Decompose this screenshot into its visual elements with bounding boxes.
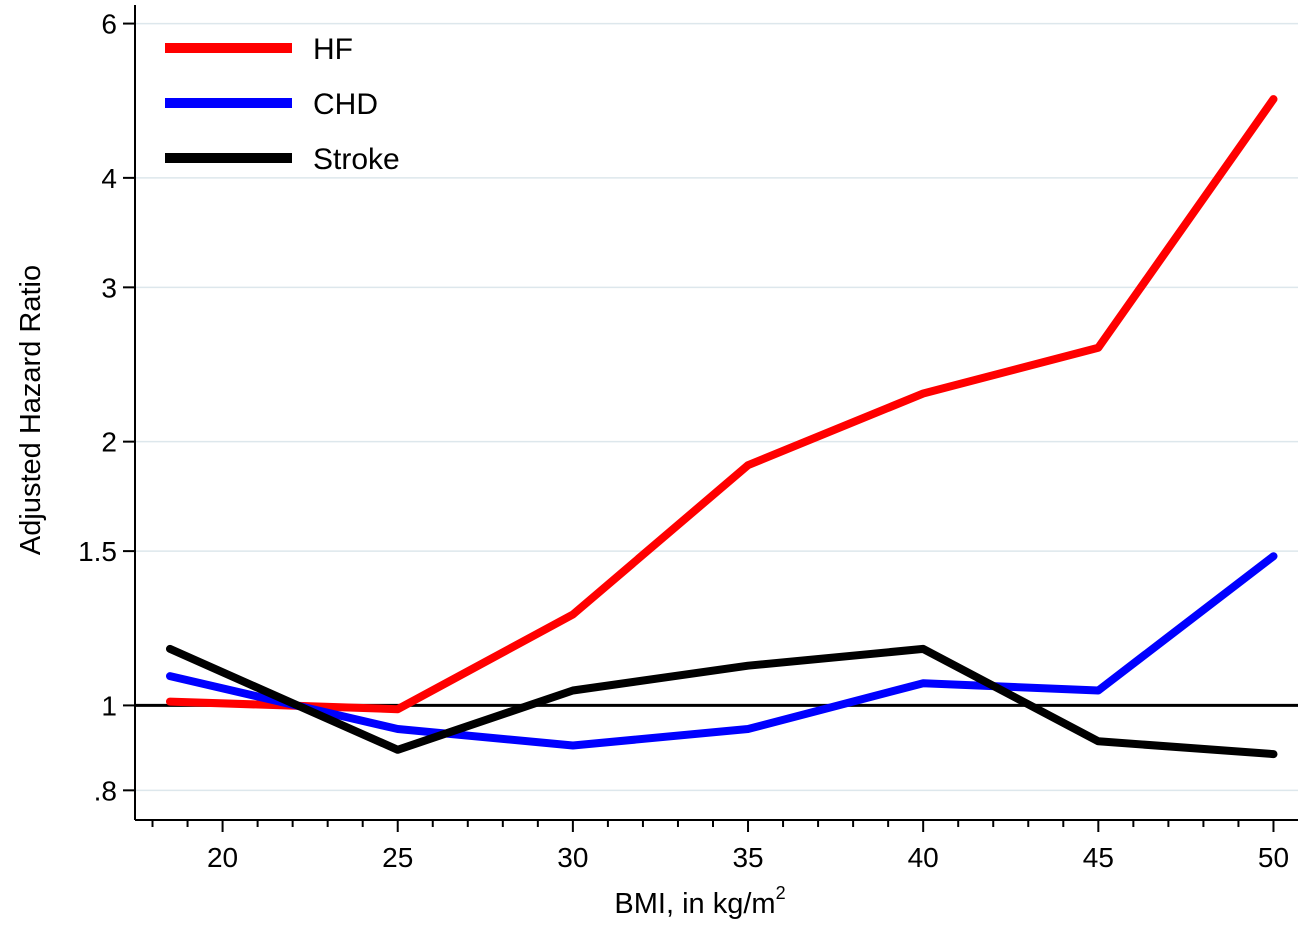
series-line-hf (166, 95, 1278, 714)
y-tick-label-1.5: 1.5 (78, 536, 117, 567)
x-tick-label-45: 45 (1083, 842, 1114, 873)
legend-label-chd: CHD (313, 88, 378, 121)
series-layer (166, 95, 1278, 759)
x-tick-label-50: 50 (1258, 842, 1289, 873)
legend-label-hf: HF (313, 33, 353, 66)
y-axis-title: Adjusted Hazard Ratio (15, 265, 47, 555)
y-tick-label-3: 3 (101, 272, 117, 303)
legend: HF CHD Stroke (165, 33, 400, 176)
x-tick-label-20: 20 (207, 842, 238, 873)
x-tick-label-40: 40 (908, 842, 939, 873)
x-axis-title: BMI, in kg/m2 (614, 883, 785, 920)
axis-layer: .8 1 1.5 2 3 4 6 20 25 30 35 40 45 50 (78, 5, 1298, 873)
legend-label-stroke: Stroke (313, 143, 400, 176)
y-tick-label-2: 2 (101, 427, 117, 458)
x-tick-label-35: 35 (732, 842, 763, 873)
x-axis-title-superscript: 2 (776, 883, 786, 903)
y-tick-label-1: 1 (101, 690, 117, 721)
series-line-chd (166, 552, 1278, 750)
y-tick-label-.8: .8 (94, 775, 117, 806)
y-tick-label-4: 4 (101, 163, 117, 194)
x-tick-label-25: 25 (382, 842, 413, 873)
x-tick-label-30: 30 (557, 842, 588, 873)
series-line-stroke (166, 644, 1278, 759)
x-axis-title-text: BMI, in kg/m (614, 888, 775, 920)
y-tick-label-6: 6 (101, 9, 117, 40)
